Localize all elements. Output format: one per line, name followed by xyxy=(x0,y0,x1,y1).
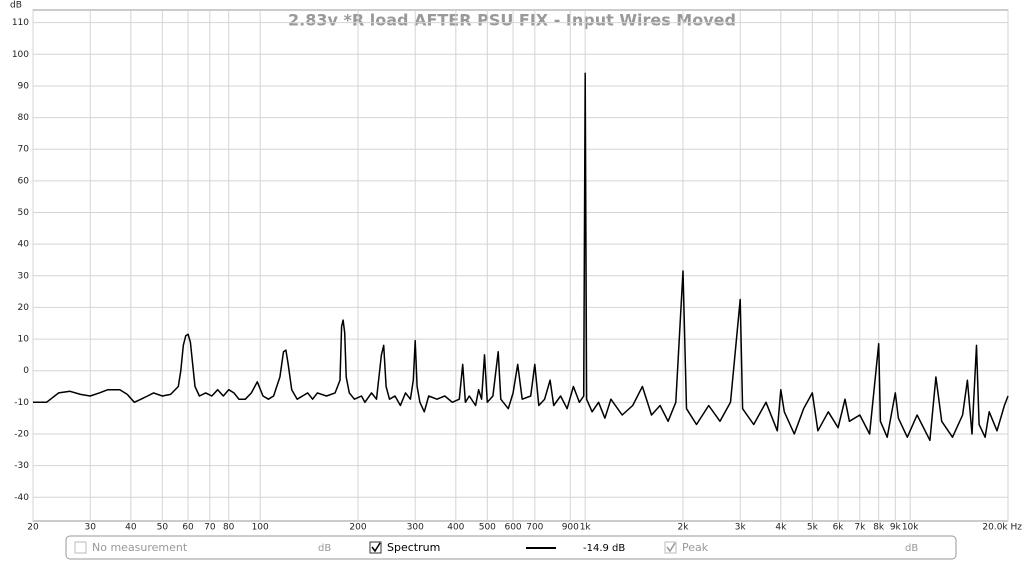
y-tick-label: -40 xyxy=(14,493,29,503)
x-tick-label: 4k xyxy=(775,523,787,533)
x-tick-label: 3k xyxy=(735,523,747,533)
x-tick-label: 500 xyxy=(479,523,496,533)
legend-value: -14.9 dB xyxy=(583,543,625,554)
x-tick-label: 10k xyxy=(902,523,919,533)
legend-label: Spectrum xyxy=(387,541,440,554)
x-tick-label: 300 xyxy=(407,523,424,533)
y-tick-label: 40 xyxy=(18,240,30,250)
x-tick-label: 200 xyxy=(349,523,366,533)
checkmark xyxy=(666,542,676,553)
x-tick-label: 100 xyxy=(252,523,269,533)
spectrum-line xyxy=(33,72,1009,442)
plot-frame xyxy=(32,9,1009,522)
y-tick-label: 80 xyxy=(18,113,30,123)
chart-title: 2.83v *R load AFTER PSU FIX - Input Wire… xyxy=(288,11,736,30)
x-tick-label: 6k xyxy=(833,523,845,533)
x-tick-label: 400 xyxy=(447,523,464,533)
x-tick-label: 20 xyxy=(27,523,39,533)
checkbox[interactable] xyxy=(74,541,87,554)
x-tick-label: 60 xyxy=(182,523,194,533)
y-tick-label: -10 xyxy=(14,398,29,408)
x-tick-label: 50 xyxy=(157,523,169,533)
y-tick-label: -30 xyxy=(14,461,29,471)
y-tick-label: 10 xyxy=(18,335,30,345)
x-tick-label: 9k xyxy=(890,523,902,533)
y-tick-label: 60 xyxy=(18,176,30,186)
y-tick-label: -20 xyxy=(14,429,29,439)
x-tick-label: 600 xyxy=(504,523,521,533)
y-tick-label: 100 xyxy=(12,50,29,60)
y-axis-label: dB xyxy=(10,1,22,11)
x-tick-label: 80 xyxy=(223,523,235,533)
legend-label: Peak xyxy=(682,541,709,554)
legend-panel xyxy=(65,535,957,560)
y-tick-label: 50 xyxy=(18,208,30,218)
x-tick-label: 30 xyxy=(85,523,97,533)
legend-value: dB xyxy=(318,543,331,554)
x-tick-label: 40 xyxy=(125,523,137,533)
x-tick-label: 70 xyxy=(204,523,216,533)
checkbox[interactable] xyxy=(664,541,677,554)
y-tick-label: 0 xyxy=(23,366,29,376)
x-tick-label: 700 xyxy=(526,523,543,533)
y-tick-label: 110 xyxy=(12,18,29,28)
y-tick-label: 70 xyxy=(18,145,30,155)
x-tick-label: 5k xyxy=(807,523,819,533)
checkmark xyxy=(371,542,381,553)
y-tick-label: 20 xyxy=(18,303,30,313)
x-tick-label: 8k xyxy=(873,523,885,533)
x-tick-label: 1k xyxy=(580,523,592,533)
x-tick-label: 20.0k Hz xyxy=(982,523,1022,533)
legend-value: dB xyxy=(905,543,918,554)
y-tick-label: 30 xyxy=(18,271,30,281)
x-tick-label: 7k xyxy=(854,523,866,533)
x-tick-label: 900 xyxy=(562,523,579,533)
x-tick-label: 2k xyxy=(678,523,690,533)
checkbox[interactable] xyxy=(369,541,382,554)
y-tick-label: 90 xyxy=(18,81,30,91)
legend-label: No measurement xyxy=(92,541,188,554)
